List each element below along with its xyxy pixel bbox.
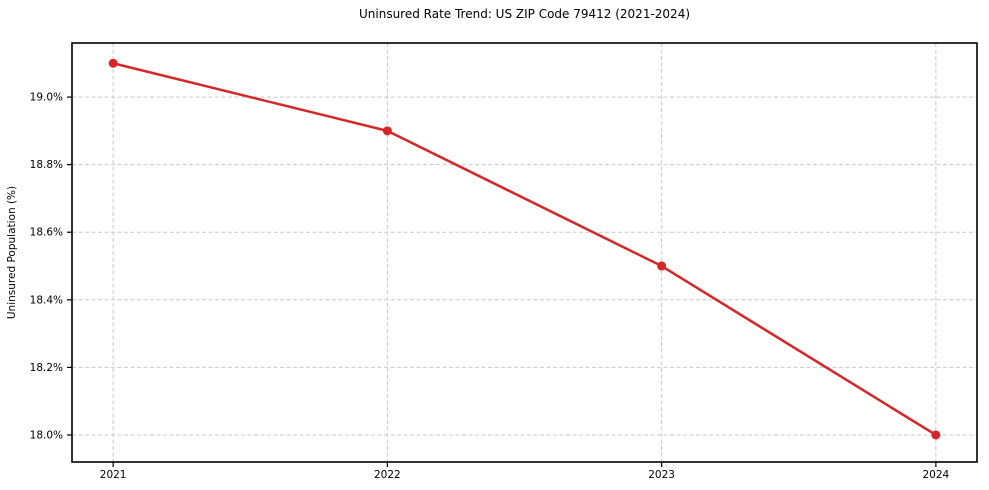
data-point-2023 bbox=[657, 261, 667, 271]
axes-border bbox=[71, 42, 978, 463]
y-tick-label: 18.2% bbox=[30, 362, 63, 374]
x-tick-label: 2021 bbox=[100, 469, 127, 481]
data-point-2024 bbox=[931, 430, 941, 440]
x-tick-label: 2024 bbox=[922, 469, 949, 481]
y-tick-label: 18.4% bbox=[30, 294, 63, 306]
y-tick-label: 18.0% bbox=[30, 429, 63, 441]
trend-line bbox=[111, 62, 938, 437]
x-tick-label: 2023 bbox=[648, 469, 675, 481]
y-tick-label: 19.0% bbox=[30, 92, 63, 104]
chart-title: Uninsured Rate Trend: US ZIP Code 79412 … bbox=[358, 7, 691, 21]
y-tick-label: 18.6% bbox=[30, 227, 63, 239]
y-tick-label: 18.8% bbox=[30, 159, 63, 171]
plot-content: 18.0% 18.2% 18.4% 18.6% 18.8% 19.0% 2021 2022 20… bbox=[30, 42, 978, 481]
y-axis-label: Uninsured Population (%) bbox=[6, 186, 18, 319]
data-point-2021 bbox=[108, 58, 118, 68]
x-tick-label: 2022 bbox=[374, 469, 401, 481]
data-point-2022 bbox=[382, 126, 392, 136]
